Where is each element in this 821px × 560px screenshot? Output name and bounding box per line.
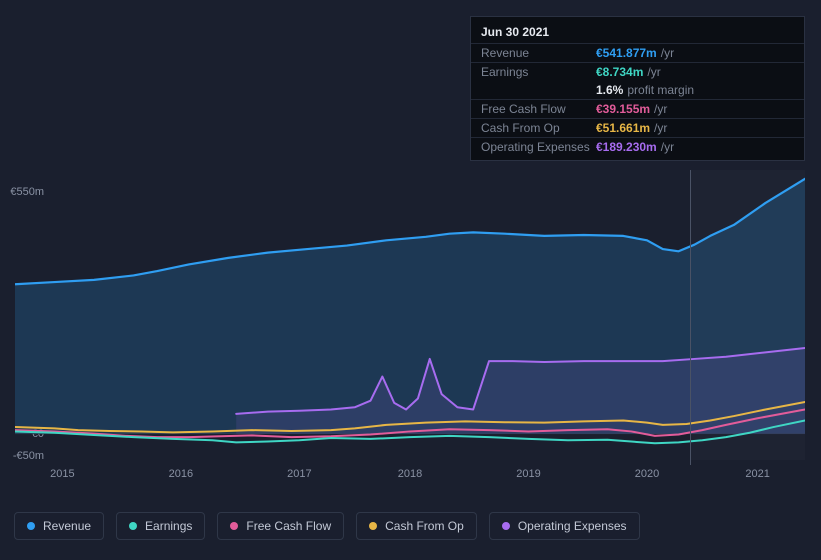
tooltip-metric-unit: /yr xyxy=(661,46,674,60)
chart-tooltip: Jun 30 2021 Revenue€541.877m/yrEarnings€… xyxy=(470,16,805,161)
x-axis-tick: 2019 xyxy=(516,468,540,480)
financial-chart-panel: Jun 30 2021 Revenue€541.877m/yrEarnings€… xyxy=(0,0,821,560)
tooltip-metric-value: €39.155m xyxy=(596,102,650,116)
legend-dot-icon xyxy=(129,522,137,530)
chart-cursor-line xyxy=(690,170,691,465)
legend-dot-icon xyxy=(230,522,238,530)
tooltip-metric-label: Free Cash Flow xyxy=(481,102,596,116)
tooltip-row: Earnings€8.734m/yr xyxy=(471,62,804,81)
legend-label: Earnings xyxy=(145,519,192,533)
x-axis-tick: 2020 xyxy=(635,468,659,480)
tooltip-metric-unit: /yr xyxy=(654,102,667,116)
tooltip-metric-label: Cash From Op xyxy=(481,121,596,135)
x-axis-tick: 2015 xyxy=(50,468,74,480)
tooltip-metric-label: Earnings xyxy=(481,65,596,79)
x-axis: 2015 2016 2017 2018 2019 2020 2021 xyxy=(15,468,805,484)
legend-label: Revenue xyxy=(43,519,91,533)
tooltip-metric-value: €8.734m xyxy=(596,65,643,79)
legend-label: Operating Expenses xyxy=(518,519,627,533)
tooltip-row: Cash From Op€51.661m/yr xyxy=(471,118,804,137)
chart-legend: Revenue Earnings Free Cash Flow Cash From O… xyxy=(14,512,640,540)
x-axis-tick: 2018 xyxy=(398,468,422,480)
tooltip-metric-unit: /yr xyxy=(647,65,660,79)
chart-plot[interactable] xyxy=(15,170,805,460)
legend-label: Cash From Op xyxy=(385,519,464,533)
legend-dot-icon xyxy=(369,522,377,530)
tooltip-sub-row: 1.6% profit margin xyxy=(471,81,804,99)
x-axis-tick: 2021 xyxy=(745,468,769,480)
legend-item-revenue[interactable]: Revenue xyxy=(14,512,104,540)
chart-area: €550m€0-€50m 201520162017201820192020202… xyxy=(0,150,821,500)
tooltip-profit-margin-label: profit margin xyxy=(627,83,694,97)
tooltip-metric-unit: /yr xyxy=(654,121,667,135)
tooltip-row: Revenue€541.877m/yr xyxy=(471,43,804,62)
x-axis-tick: 2016 xyxy=(169,468,193,480)
legend-label: Free Cash Flow xyxy=(246,519,331,533)
legend-item-earnings[interactable]: Earnings xyxy=(116,512,205,540)
legend-item-free-cash-flow[interactable]: Free Cash Flow xyxy=(217,512,344,540)
x-axis-tick: 2017 xyxy=(287,468,311,480)
tooltip-row: Free Cash Flow€39.155m/yr xyxy=(471,99,804,118)
tooltip-metric-label: Revenue xyxy=(481,46,596,60)
legend-item-cash-from-op[interactable]: Cash From Op xyxy=(356,512,477,540)
tooltip-metric-value: €541.877m xyxy=(596,46,657,60)
legend-dot-icon xyxy=(27,522,35,530)
tooltip-date: Jun 30 2021 xyxy=(471,21,804,43)
tooltip-metric-value: €51.661m xyxy=(596,121,650,135)
legend-item-operating-expenses[interactable]: Operating Expenses xyxy=(489,512,640,540)
tooltip-profit-margin-pct: 1.6% xyxy=(596,83,623,97)
legend-dot-icon xyxy=(502,522,510,530)
